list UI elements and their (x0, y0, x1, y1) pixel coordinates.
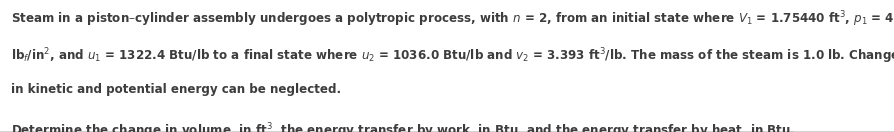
Text: in kinetic and potential energy can be neglected.: in kinetic and potential energy can be n… (11, 83, 341, 96)
Text: lb$_f$/in$^2$, and $\mathit{u}_1$ = 1322.4 Btu/lb to a final state where $\mathi: lb$_f$/in$^2$, and $\mathit{u}_1$ = 1322… (11, 46, 894, 66)
Text: Determine the change in volume, in ft$^3$, the energy transfer by work, in Btu, : Determine the change in volume, in ft$^3… (11, 121, 794, 132)
Text: Steam in a piston–cylinder assembly undergoes a polytropic process, with $\mathi: Steam in a piston–cylinder assembly unde… (11, 9, 894, 29)
